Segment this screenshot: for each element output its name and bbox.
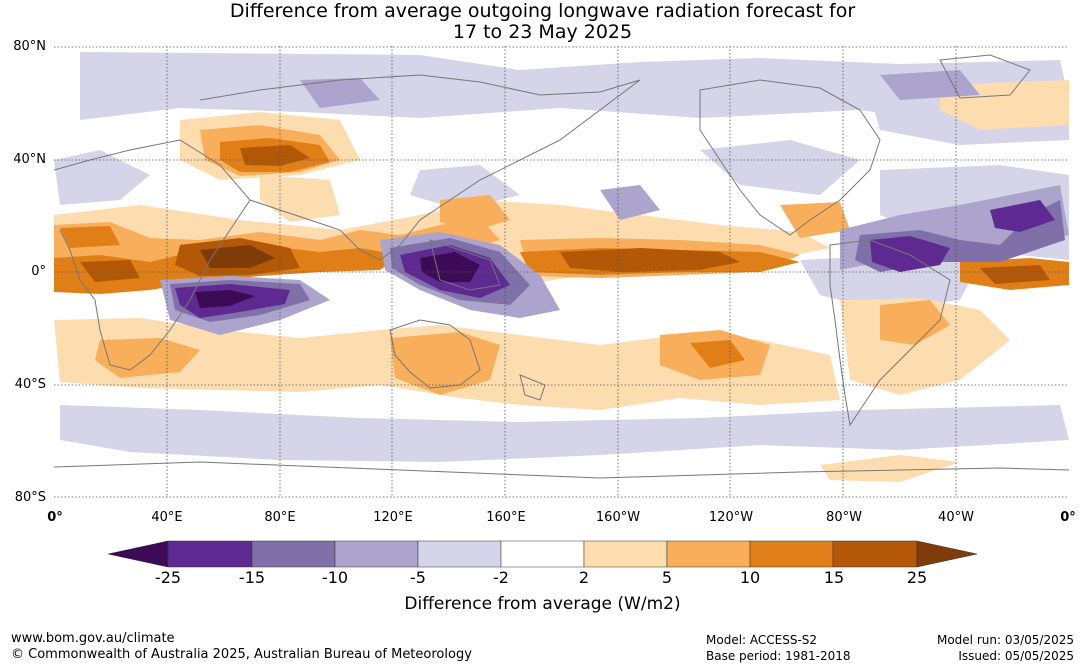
anomaly-field <box>54 46 1069 498</box>
lon-label-80w: 80°W <box>826 510 862 525</box>
lat-label-80s: 80°S <box>14 490 46 505</box>
colorbar-bin-7 <box>666 540 751 568</box>
map-title-line2: 17 to 23 May 2025 <box>452 21 633 43</box>
colorbar-tick: -15 <box>238 568 266 587</box>
lon-label-40e: 40°E <box>151 510 183 525</box>
colorbar-bin-9 <box>832 540 918 568</box>
colorbar-title: Difference from average (W/m2) <box>404 594 681 614</box>
lat-label-40n: 40°N <box>13 152 46 167</box>
lon-label-0-right: 0° <box>1060 510 1076 525</box>
colorbar-tick: 25 <box>906 568 928 587</box>
map-title-line1: Difference from average outgoing longwav… <box>229 0 856 22</box>
colorbar-tick: 15 <box>823 568 845 587</box>
colorbar-tick: 5 <box>661 568 673 587</box>
graticule <box>54 46 1069 498</box>
lon-label-120e: 120°E <box>373 510 413 525</box>
colorbar-tick: -10 <box>321 568 349 587</box>
colorbar-bin-3 <box>334 540 419 568</box>
colorbar-bin-2 <box>251 540 336 568</box>
footer-url: www.bom.gov.au/climate <box>11 631 175 646</box>
colorbar-bin-4 <box>417 540 502 568</box>
colorbar-bin-8 <box>749 540 834 568</box>
colorbar-high-arrow <box>916 540 978 568</box>
footer-base-period: Base period: 1981-2018 <box>706 649 851 663</box>
footer-issued: Issued: 05/05/2025 <box>958 649 1074 663</box>
colorbar-bin-1 <box>167 540 253 568</box>
lon-label-80e: 80°E <box>264 510 296 525</box>
lon-label-160e: 160°E <box>486 510 526 525</box>
lon-label-120w: 120°W <box>708 510 754 525</box>
lat-label-equator: 0° <box>31 264 46 279</box>
lon-label-0-left: 0° <box>47 510 63 525</box>
colorbar-tick: -25 <box>154 568 182 587</box>
footer-model: Model: ACCESS-S2 <box>706 633 818 647</box>
coastlines <box>54 54 1069 479</box>
colorbar-bin-5 <box>500 540 585 568</box>
colorbar <box>107 540 978 568</box>
footer-model-run: Model run: 03/05/2025 <box>936 633 1074 647</box>
footer-copyright: © Commonwealth of Australia 2025, Austra… <box>11 647 472 662</box>
colorbar-tick: -2 <box>493 568 509 587</box>
lat-label-40s: 40°S <box>14 377 46 392</box>
lat-label-80n: 80°N <box>13 39 46 54</box>
colorbar-low-arrow <box>107 540 169 568</box>
colorbar-tick: 2 <box>578 568 590 587</box>
lon-label-40w: 40°W <box>938 510 974 525</box>
lon-label-160w: 160°W <box>595 510 641 525</box>
colorbar-tick: 10 <box>739 568 761 587</box>
colorbar-tick: -5 <box>410 568 426 587</box>
extreme-positive-regions <box>200 245 275 268</box>
colorbar-bin-6 <box>583 540 668 568</box>
